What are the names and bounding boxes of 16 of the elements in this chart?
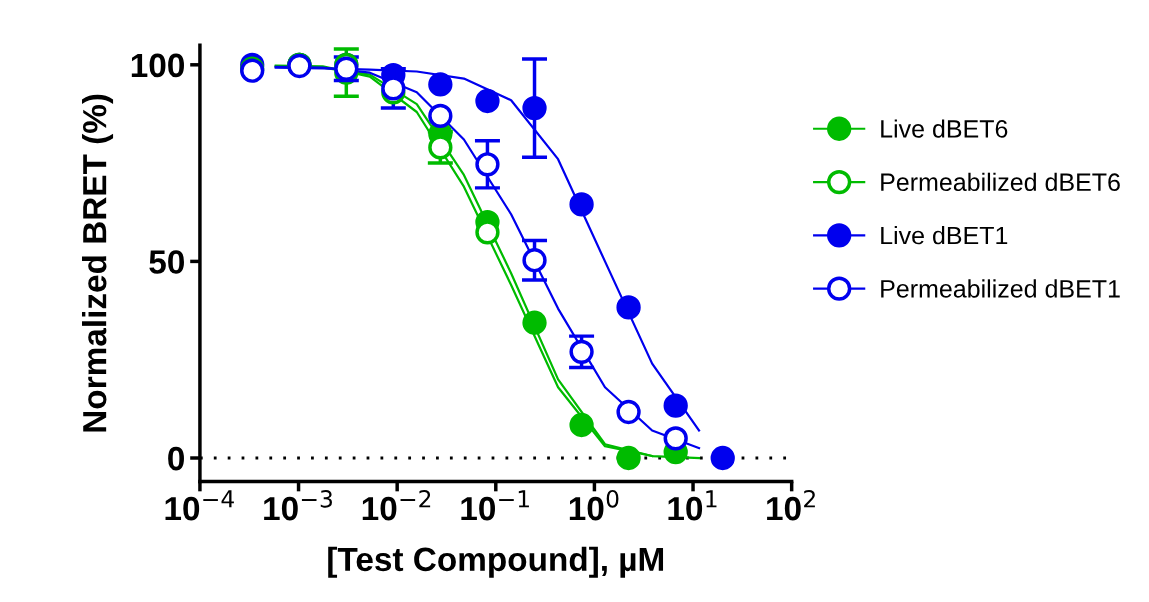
legend-label: Permeabilized dBET1 [881, 279, 1120, 298]
x-tick-label: 10$^{2}$ [767, 490, 815, 521]
y-tick-label: 100 [131, 53, 184, 78]
y-axis-title: Normalized BRET (%) [81, 94, 114, 432]
x-axis-title: [Test Compound], µM [328, 546, 664, 578]
legend-label: Live dBET6 [881, 119, 1008, 138]
x-tick-label: 10$^{1}$ [668, 490, 717, 521]
x-tick-label: 10$^{−1}$ [461, 490, 529, 521]
y-tick-label: 50 [149, 250, 184, 274]
legend-label: Permeabilized dBET6 [881, 172, 1120, 192]
x-tick-label: 10$^{0}$ [569, 490, 619, 521]
x-tick-label: 10$^{−2}$ [362, 490, 431, 521]
x-tick-label: 10$^{−3}$ [264, 490, 332, 521]
y-tick-label: 0 [168, 446, 184, 471]
x-tick-label: 10$^{−4}$ [165, 490, 234, 521]
legend-label: Live dBET1 [881, 226, 1008, 245]
